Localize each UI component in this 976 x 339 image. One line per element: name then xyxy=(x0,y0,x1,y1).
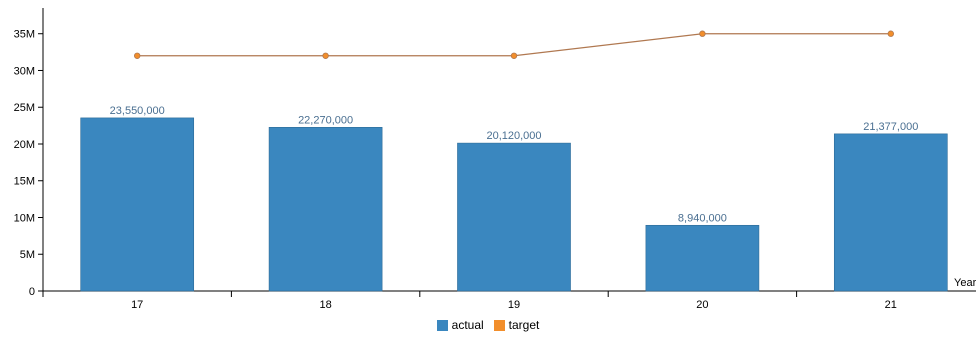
x-tick-label: 20 xyxy=(696,299,708,311)
legend-label-target: target xyxy=(508,318,540,332)
y-tick-label: 5M xyxy=(20,249,35,261)
x-tick-label: 18 xyxy=(319,299,331,311)
line-series-target xyxy=(133,30,894,59)
bar-data-label: 20,120,000 xyxy=(486,130,541,142)
legend-swatch-actual xyxy=(436,319,448,331)
y-tick-label: 15M xyxy=(14,176,35,188)
y-tick-label: 10M xyxy=(14,212,35,224)
x-tick-label: 17 xyxy=(131,299,143,311)
y-tick-label: 30M xyxy=(14,65,35,77)
bar-actual[interactable] xyxy=(80,117,195,292)
x-axis: 17 18 19 20 21 xyxy=(42,290,976,311)
legend-item-actual[interactable]: actual xyxy=(436,318,484,332)
bar-actual[interactable] xyxy=(457,142,571,292)
legend: actual target xyxy=(0,318,976,332)
x-tick-label: 19 xyxy=(508,299,520,311)
y-tick-label: 35M xyxy=(14,29,35,41)
bar-series-actual xyxy=(80,117,948,292)
y-axis: 0 5M 10M 15M 20M 25M 30M 35M xyxy=(14,8,44,298)
bar-data-label: 23,550,000 xyxy=(110,105,165,117)
bar-actual[interactable] xyxy=(645,224,760,292)
legend-swatch-target xyxy=(493,319,505,331)
target-point[interactable] xyxy=(699,30,706,37)
x-axis-title: Year xyxy=(954,277,976,289)
bar-data-labels: 23,550,000 22,270,000 20,120,000 8,940,000 2… xyxy=(110,105,919,224)
y-tick-label: 0 xyxy=(29,286,35,298)
bar-actual[interactable] xyxy=(268,127,383,292)
target-point[interactable] xyxy=(322,52,329,59)
bar-actual[interactable] xyxy=(833,133,948,292)
y-tick-label: 25M xyxy=(14,102,35,114)
target-point[interactable] xyxy=(887,30,894,37)
chart: 0 5M 10M 15M 20M 25M 30M 35M 17 18 19 20 21 23,550,… xyxy=(14,8,976,311)
bar-data-label: 21,377,000 xyxy=(863,121,918,133)
legend-item-target[interactable]: target xyxy=(493,318,540,332)
legend-label-actual: actual xyxy=(451,318,484,332)
bar-data-label: 22,270,000 xyxy=(298,114,353,126)
target-line-path xyxy=(137,33,891,57)
bar-data-label: 8,940,000 xyxy=(678,212,727,224)
target-point[interactable] xyxy=(510,52,518,59)
x-tick-label: 21 xyxy=(885,299,897,311)
target-point[interactable] xyxy=(133,52,141,59)
y-tick-label: 20M xyxy=(14,139,35,151)
